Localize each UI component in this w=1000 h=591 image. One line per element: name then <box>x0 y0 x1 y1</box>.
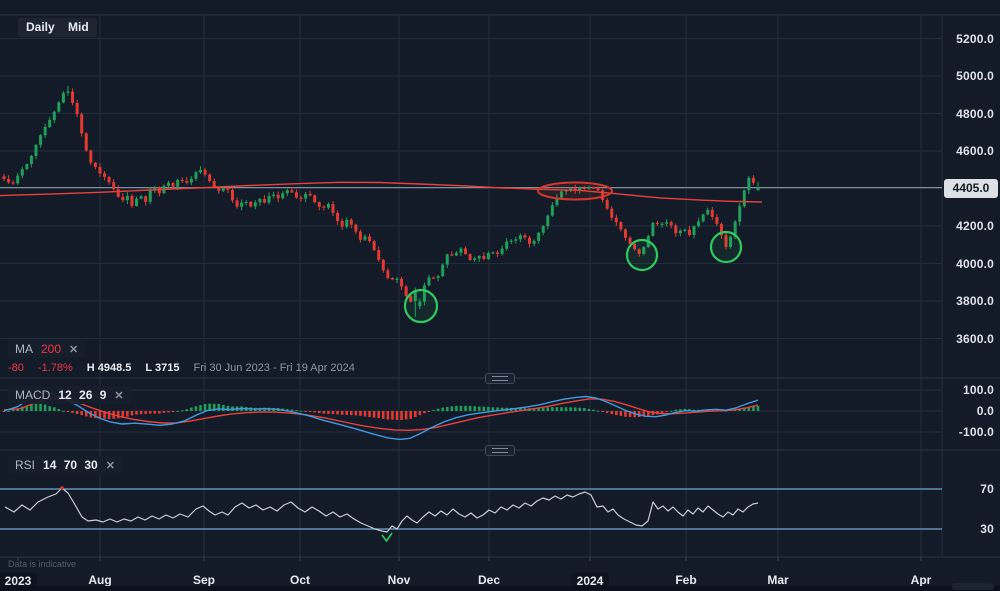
red-ellipse-annotation <box>537 181 613 201</box>
macd-signal-line <box>3 397 759 431</box>
gridlines <box>0 15 942 557</box>
rsi-line <box>4 487 759 533</box>
price-type-button[interactable]: Mid <box>60 18 97 37</box>
grip-icon <box>492 448 508 453</box>
time-axis-label: Feb <box>675 573 697 587</box>
time-axis-label: Oct <box>289 573 311 587</box>
price-axis-label: 3600.0 <box>956 331 994 346</box>
rsi-indicator-legend: RSI 14 70 30 ✕ <box>8 456 122 474</box>
green-circle-annotation <box>709 230 743 264</box>
ma200-line <box>0 181 763 203</box>
green-circle-annotation <box>403 288 439 324</box>
change-value: -80 <box>8 362 24 374</box>
green-circle-annotation <box>625 238 659 272</box>
macd-line <box>3 392 759 441</box>
time-axis-label: Sep <box>192 573 216 587</box>
macd-panel-resize-handle[interactable] <box>485 373 515 384</box>
ma-indicator-legend: MA 200 ✕ <box>8 340 86 358</box>
time-axis-label: 2023 <box>0 573 37 589</box>
time-axis-label: Nov <box>387 573 411 587</box>
price-axis-label: 4800.0 <box>956 106 994 121</box>
macd-label: MACD <box>15 388 51 402</box>
price-axis-label: 4000.0 <box>956 256 994 271</box>
time-axis-label: Aug <box>88 573 112 587</box>
rsi-label: RSI <box>15 458 36 472</box>
candles <box>2 85 760 317</box>
rsi-close-icon[interactable]: ✕ <box>105 459 115 472</box>
date-range: Fri 30 Jun 2023 - Fri 19 Apr 2024 <box>193 362 355 374</box>
macd-close-icon[interactable]: ✕ <box>114 389 124 402</box>
bottom-scroll-track <box>0 586 1000 591</box>
ma-period: 200 <box>41 342 62 356</box>
current-price-label: 4405.0 <box>944 179 998 198</box>
ma-close-icon[interactable]: ✕ <box>69 343 79 356</box>
axis-corner-button[interactable] <box>952 583 994 590</box>
panel-borders <box>0 14 1000 561</box>
period-high: H 4948.5 <box>86 362 132 374</box>
macd-axis-label: -100.0 <box>958 425 994 439</box>
change-percent: -1.78% <box>37 362 73 374</box>
macd-indicator-legend: MACD 12 26 9 ✕ <box>8 386 131 404</box>
annotations <box>403 181 743 324</box>
grip-icon <box>492 376 508 381</box>
price-axis-label: 4200.0 <box>956 219 994 233</box>
timeframe-button[interactable]: Daily <box>18 18 63 37</box>
time-axis-label: Mar <box>767 573 789 587</box>
rsi-oversold-marker <box>381 532 393 543</box>
period-low: L 3715 <box>145 362 180 374</box>
macd-params: 12 26 9 <box>58 388 107 402</box>
price-axis-label: 3800.0 <box>956 294 994 308</box>
ma-label: MA <box>15 342 33 356</box>
rsi-axis-label: 30 <box>980 522 994 536</box>
time-axis-label: 2024 <box>571 573 609 589</box>
rsi-axis-label: 70 <box>980 482 994 496</box>
instrument-stats: -80 -1.78% H 4948.5 L 3715 Fri 30 Jun 20… <box>8 362 369 374</box>
macd-axis-label: 100.0 <box>962 383 994 397</box>
time-axis-label: Apr <box>910 573 932 587</box>
macd-axis-label: 0.0 <box>976 404 994 418</box>
price-axis-label: 5000.0 <box>956 69 994 83</box>
rsi-panel-resize-handle[interactable] <box>485 445 515 456</box>
rsi-params: 14 70 30 <box>43 458 98 472</box>
price-axis-label: 5200.0 <box>956 31 994 46</box>
time-axis-label: Dec <box>477 573 501 587</box>
rsi-overbought-marker <box>60 486 64 490</box>
data-indicative-note: Data is indicative <box>8 559 77 569</box>
price-axis-label: 4600.0 <box>956 144 994 158</box>
